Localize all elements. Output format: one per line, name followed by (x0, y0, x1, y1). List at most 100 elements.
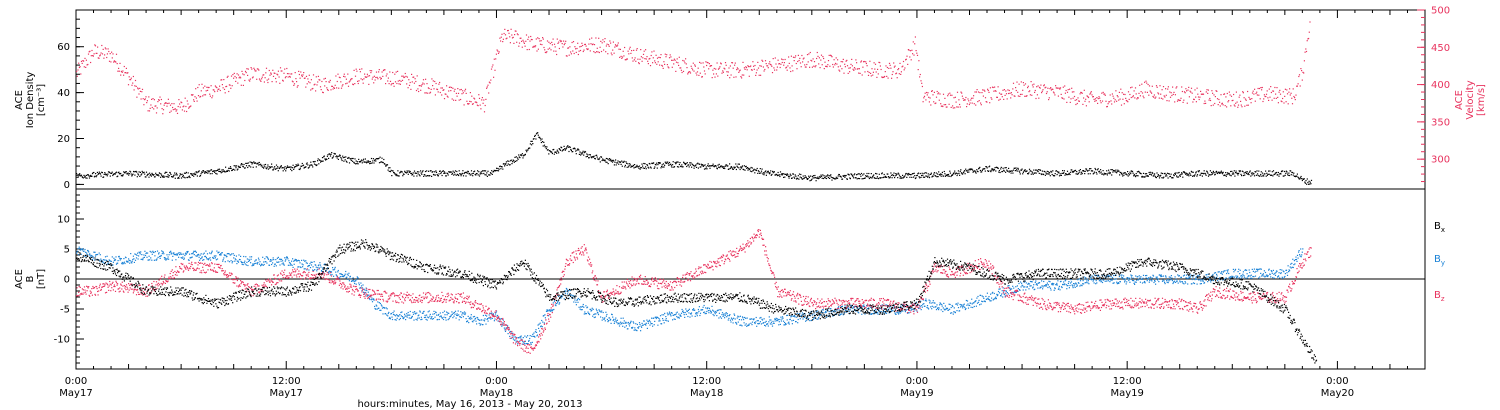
velocity-point (1201, 93, 1203, 95)
by-point (317, 265, 319, 267)
ion-density-point (993, 169, 996, 171)
velocity-point (1038, 86, 1041, 88)
by-point (373, 299, 375, 301)
ion-density-point (1121, 173, 1123, 176)
ion-density-point (534, 134, 536, 136)
ion-density-point (1111, 174, 1113, 176)
by-point (470, 314, 472, 316)
velocity-point (565, 55, 567, 57)
velocity-point (397, 80, 399, 82)
velocity-point (1176, 100, 1179, 102)
by-point (233, 254, 235, 256)
velocity-point (837, 59, 839, 61)
ion-density-point (172, 175, 175, 177)
ion-density-point (370, 162, 372, 164)
velocity-point (928, 96, 930, 98)
velocity-point (214, 91, 216, 93)
velocity-point (795, 62, 797, 65)
by-point (515, 341, 517, 343)
ion-density-point (1003, 169, 1005, 171)
by-point (112, 264, 114, 266)
by-point (600, 316, 602, 318)
ion-density-point (357, 163, 359, 165)
velocity-point (1053, 92, 1055, 94)
velocity-point (633, 49, 635, 51)
velocity-point (254, 69, 256, 71)
velocity-point (1066, 91, 1069, 93)
velocity-point (626, 58, 628, 60)
velocity-point (315, 90, 317, 92)
velocity-point (369, 70, 371, 72)
by-point (426, 319, 428, 321)
velocity-point (1268, 99, 1270, 101)
ion-density-point (541, 138, 543, 140)
by-point (111, 256, 113, 258)
ion-density-point (777, 171, 779, 174)
velocity-point (746, 69, 748, 71)
velocity-point (1094, 98, 1097, 100)
ion-density-point (402, 175, 404, 177)
velocity-point (961, 95, 963, 97)
ion-density-point (188, 175, 190, 177)
by-point (171, 259, 173, 261)
ion-density-point (272, 169, 274, 171)
by-point (575, 304, 577, 306)
ion-density-point (727, 165, 729, 167)
ion-density-point (705, 166, 707, 168)
velocity-point (90, 61, 92, 64)
ion-density-point (745, 165, 747, 167)
ion-density-point (1179, 174, 1181, 176)
velocity-point (769, 63, 771, 65)
ion-density-point (1034, 172, 1036, 174)
velocity-point (1104, 94, 1106, 96)
ion-density-point (1108, 171, 1110, 173)
by-point (533, 335, 535, 337)
velocity-point (954, 96, 956, 98)
by-point (395, 315, 397, 317)
ion-density-point (632, 164, 634, 166)
ion-density-point (1133, 175, 1135, 177)
ion-density-point (825, 175, 827, 177)
velocity-point (663, 61, 665, 63)
velocity-point (916, 54, 919, 56)
ion-density-point (811, 175, 813, 177)
by-point (425, 316, 427, 318)
by-point (146, 256, 148, 258)
ion-density-point (852, 175, 854, 177)
velocity-point (364, 73, 366, 75)
by-point (355, 283, 357, 285)
ion-density-point (997, 167, 999, 169)
ion-density-point (744, 169, 746, 171)
velocity-point (347, 73, 349, 75)
velocity-point (1182, 101, 1184, 103)
by-point (303, 268, 305, 270)
velocity-point (698, 74, 700, 76)
ion-density-point (280, 165, 282, 167)
ion-density-point (584, 151, 587, 153)
by-point (347, 278, 349, 280)
ion-density-point (453, 171, 455, 173)
ion-density-point (1021, 168, 1023, 170)
ion-density-point (1069, 173, 1071, 176)
by-point (332, 267, 334, 269)
velocity-point (727, 71, 729, 73)
by-point (599, 310, 601, 312)
ion-density-point (435, 171, 438, 173)
velocity-point (834, 62, 837, 64)
ion-density-point (1253, 173, 1255, 175)
by-point (222, 259, 224, 261)
by-point (85, 256, 87, 258)
by-point (565, 287, 567, 290)
velocity-point (278, 76, 280, 78)
by-point (175, 253, 178, 255)
ion-density-point (741, 166, 743, 168)
by-point (386, 308, 388, 310)
velocity-point (1248, 96, 1250, 98)
ion-density-point (805, 176, 807, 178)
ion-density-point (583, 152, 585, 154)
velocity-point (941, 105, 943, 107)
ion-density-point (753, 168, 755, 170)
ion-density-point (1201, 172, 1203, 174)
ion-density-point (117, 175, 119, 177)
velocity-point (97, 46, 99, 48)
